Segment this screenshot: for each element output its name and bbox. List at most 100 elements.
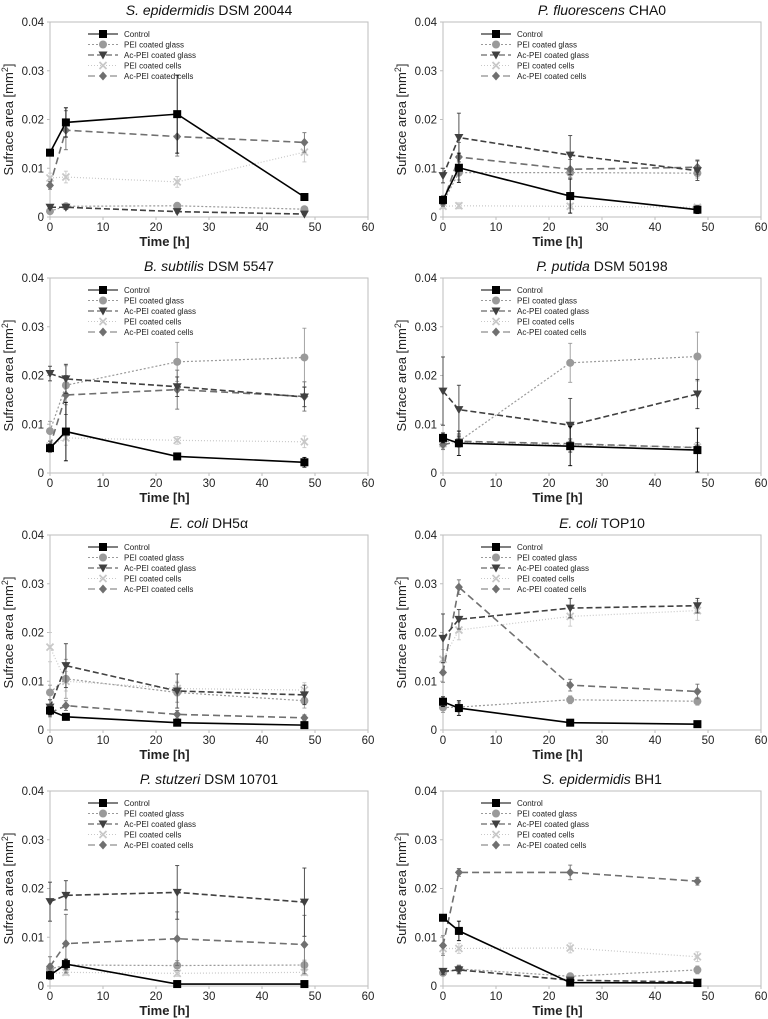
marker-circle <box>566 358 575 367</box>
marker-circle <box>566 695 575 704</box>
marker-triangle-down <box>98 820 108 829</box>
marker-x <box>98 61 108 70</box>
series-line <box>442 871 698 946</box>
y-tick-label: 0 <box>431 981 437 993</box>
x-tick-label: 50 <box>702 735 715 747</box>
marker-circle <box>99 553 107 562</box>
y-tick-label: 0 <box>38 468 44 480</box>
plot-frame <box>49 790 369 987</box>
series-line <box>49 964 305 970</box>
y-axis-title: Sufrace area [mm2] <box>393 577 409 689</box>
x-tick-label: 20 <box>150 991 163 1003</box>
marker-triangle-down <box>565 421 575 430</box>
chart-panel-8: S. epidermidis BH1 0 0.01 0.02 0.03 0.04 0 10 20… <box>393 771 767 1018</box>
marker-diamond <box>99 71 107 81</box>
legend-label: Control <box>517 543 543 552</box>
marker-circle <box>492 553 500 562</box>
marker-x <box>491 61 501 70</box>
x-tick-label: 10 <box>97 478 110 490</box>
series-line <box>49 664 305 708</box>
marker-diamond <box>300 713 309 723</box>
series-line <box>442 156 698 203</box>
series-control <box>439 913 702 988</box>
legend-label: PEI coated cells <box>517 831 574 840</box>
marker-diamond <box>566 680 575 690</box>
legend-label: PEI coated cells <box>517 575 574 584</box>
series-line <box>49 963 305 985</box>
y-axis-title: Sufrace area [mm2] <box>393 833 409 945</box>
y-tick-label: 0 <box>38 981 44 993</box>
x-axis-title: Time [h] <box>532 234 582 249</box>
marker-square <box>46 148 54 157</box>
y-tick-label: 0.04 <box>415 17 438 29</box>
series-control <box>439 152 702 215</box>
x-tick-label: 10 <box>490 991 503 1003</box>
y-tick-label: 0.04 <box>415 786 438 798</box>
x-tick-label: 60 <box>362 222 375 234</box>
y-axis-title: Sufrace area [mm2] <box>393 64 409 176</box>
marker-square <box>454 926 463 935</box>
y-tick-label: 0.03 <box>22 66 44 78</box>
marker-diamond <box>61 390 70 400</box>
marker-triangle-down <box>98 51 108 60</box>
marker-diamond <box>566 867 575 877</box>
series-line <box>49 129 305 186</box>
marker-diamond <box>492 840 500 850</box>
x-tick-label: 40 <box>649 735 662 747</box>
legend-label: Control <box>124 30 150 39</box>
legend-label: PEI coated glass <box>517 810 577 819</box>
marker-circle <box>492 40 500 49</box>
chart-title: P. putida DSM 50198 <box>536 258 668 274</box>
series-ac-pei-coated-glass <box>45 643 309 715</box>
series-pei-coated-cells <box>45 430 309 452</box>
marker-triangle-down <box>61 375 71 384</box>
x-tick-label: 20 <box>543 478 556 490</box>
y-axis-title-main: Sufrace area [mm <box>394 328 409 431</box>
marker-square <box>454 163 463 172</box>
marker-x <box>491 830 501 839</box>
y-tick-label: 0.01 <box>415 419 437 431</box>
y-tick-label: 0.04 <box>415 530 438 542</box>
marker-triangle-down <box>454 134 464 143</box>
marker-triangle-down <box>98 307 108 316</box>
x-tick-label: 50 <box>702 478 715 490</box>
y-axis-title-sup: 2 <box>0 836 10 841</box>
y-tick-label: 0.03 <box>415 66 437 78</box>
x-tick-label: 40 <box>649 991 662 1003</box>
series-ac-pei-coated-glass <box>438 597 702 664</box>
legend-label: Ac-PEI coated glass <box>517 564 589 573</box>
x-tick-label: 50 <box>702 222 715 234</box>
series-ac-pei-coated-cells <box>439 579 702 700</box>
title-strain: DSM 5547 <box>204 258 274 274</box>
marker-circle <box>492 296 500 305</box>
marker-diamond <box>46 180 54 190</box>
y-tick-label: 0.03 <box>22 835 44 847</box>
y-tick-label: 0.04 <box>415 273 438 285</box>
legend-label: PEI coated cells <box>124 318 181 327</box>
y-axis-title-close: ] <box>394 833 409 837</box>
series-ac-pei-coated-glass <box>45 363 309 408</box>
marker-diamond <box>439 667 447 677</box>
marker-square <box>61 118 70 127</box>
y-axis-title: Sufrace area [mm2] <box>393 320 409 432</box>
y-axis-title: Sufrace area [mm2] <box>0 577 16 689</box>
series-line <box>442 166 698 211</box>
marker-square <box>61 427 70 436</box>
y-tick-label: 0.03 <box>415 579 437 591</box>
y-tick-label: 0.02 <box>22 115 44 127</box>
y-tick-label: 0.02 <box>415 115 437 127</box>
marker-triangle-down <box>454 615 464 624</box>
x-axis-title: Time [h] <box>532 1003 582 1018</box>
marker-square <box>300 980 309 989</box>
x-tick-label: 50 <box>309 991 322 1003</box>
x-tick-label: 60 <box>755 478 768 490</box>
y-tick-label: 0.02 <box>22 371 44 383</box>
series-line <box>442 390 698 427</box>
y-axis-title-close: ] <box>394 320 409 324</box>
title-species: B. subtilis <box>144 258 204 274</box>
x-tick-label: 0 <box>440 222 446 234</box>
series-line <box>49 709 305 726</box>
series-line <box>442 440 698 449</box>
